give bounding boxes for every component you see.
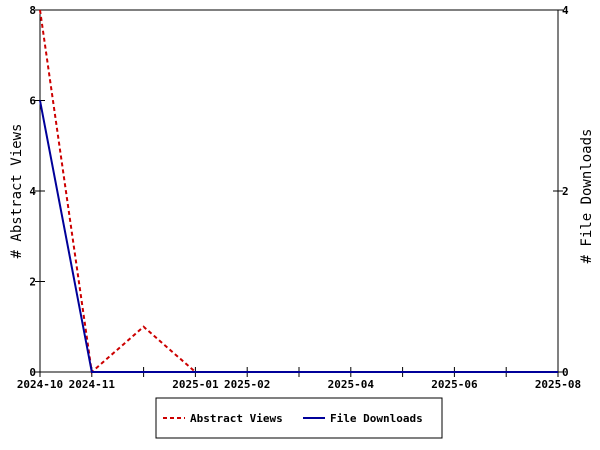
right-y-tick-label: 4 bbox=[562, 4, 569, 17]
plot-area bbox=[39, 9, 559, 373]
right-y-tick-label: 0 bbox=[562, 366, 569, 379]
legend: Abstract Views File Downloads bbox=[155, 397, 443, 439]
x-tick-label: 2025-06 bbox=[431, 378, 478, 391]
left-y-tick-label: 2 bbox=[29, 276, 36, 289]
x-tick-label: 2025-01 bbox=[172, 378, 219, 391]
x-tick-label: 2025-04 bbox=[328, 378, 375, 391]
x-tick-label: 2024-10 bbox=[17, 378, 63, 391]
left-y-tick-label: 0 bbox=[29, 366, 36, 379]
left-y-tick-label: 6 bbox=[29, 95, 36, 108]
legend-label-file-downloads: File Downloads bbox=[330, 412, 423, 425]
right-y-tick-label: 2 bbox=[562, 185, 569, 198]
series-line-file-downloads bbox=[39, 100, 558, 373]
x-tick-label: 2025-08 bbox=[535, 378, 581, 391]
series-lines bbox=[39, 9, 558, 374]
left-y-axis-ticks: 0 2 4 6 8 bbox=[29, 4, 45, 379]
left-y-tick-label: 4 bbox=[29, 185, 36, 198]
right-y-axis-title: # File Downloads bbox=[579, 129, 595, 264]
left-y-tick-label: 8 bbox=[29, 4, 36, 17]
x-axis-ticks: 2024-10 2024-11 2025-01 2025-02 2025-04 2025-… bbox=[17, 367, 581, 391]
left-y-axis-title: # Abstract Views bbox=[9, 124, 25, 259]
x-tick-label: 2024-11 bbox=[69, 378, 116, 391]
x-tick-label: 2025-02 bbox=[224, 378, 270, 391]
legend-box bbox=[155, 397, 443, 439]
legend-label-abstract-views: Abstract Views bbox=[190, 412, 283, 425]
